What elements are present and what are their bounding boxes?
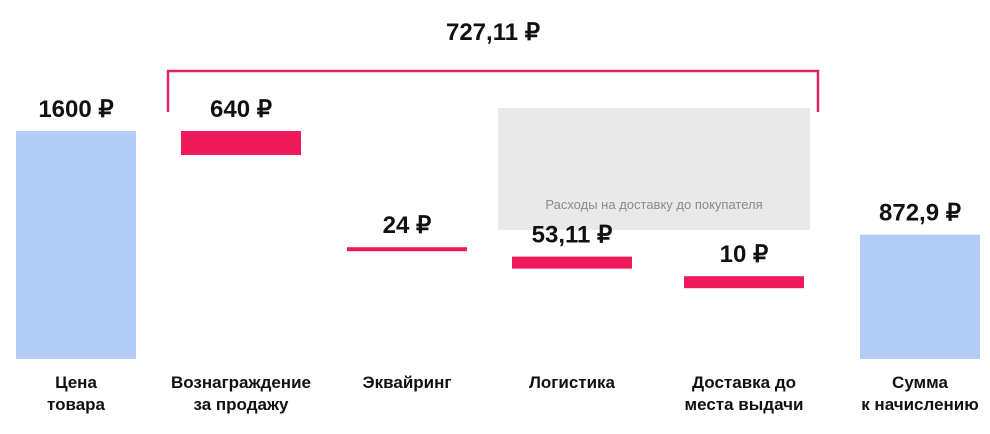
bar-2 — [347, 247, 467, 252]
value-label-4: 10 ₽ — [720, 241, 769, 268]
category-label-line: Сумма — [892, 373, 948, 392]
category-label-5: Сумма к начислению — [861, 373, 979, 414]
category-label-line: товара — [47, 395, 106, 414]
total-deductions-label: 727,11 ₽ — [446, 19, 540, 46]
category-label-0: Цена товара — [47, 373, 106, 414]
value-label-5: 872,9 ₽ — [879, 200, 961, 227]
category-label-line: к начислению — [861, 395, 979, 414]
category-label-4: Доставка до места выдачи — [685, 373, 804, 414]
category-label-2: Эквайринг — [363, 373, 452, 392]
bar-4 — [684, 276, 804, 289]
delivery-costs-group-background — [498, 108, 810, 230]
category-label-1: Вознаграждение за продажу — [171, 373, 311, 414]
value-label-0: 1600 ₽ — [38, 96, 113, 123]
chart-marks: 1600 ₽ Цена товара 640 ₽ Вознаграждение за пр… — [16, 96, 980, 414]
category-label-line: места выдачи — [685, 395, 804, 414]
category-label-3: Логистика — [529, 373, 616, 392]
delivery-costs-group-label: Расходы на доставку до покупателя — [545, 197, 762, 212]
total-deductions-bracket — [166, 69, 820, 112]
bar-1 — [181, 131, 301, 155]
value-label-2: 24 ₽ — [383, 212, 432, 239]
category-label-line: Вознаграждение — [171, 373, 311, 392]
bar-3 — [512, 256, 632, 269]
value-label-3: 53,11 ₽ — [532, 222, 613, 249]
category-label-line: Логистика — [529, 373, 616, 392]
bar-5 — [860, 234, 980, 359]
bar-0 — [16, 131, 136, 359]
category-label-line: за продажу — [194, 395, 290, 414]
category-label-line: Эквайринг — [363, 373, 452, 392]
value-label-1: 640 ₽ — [210, 96, 272, 123]
category-label-line: Доставка до — [692, 373, 796, 392]
category-label-line: Цена — [55, 373, 97, 392]
